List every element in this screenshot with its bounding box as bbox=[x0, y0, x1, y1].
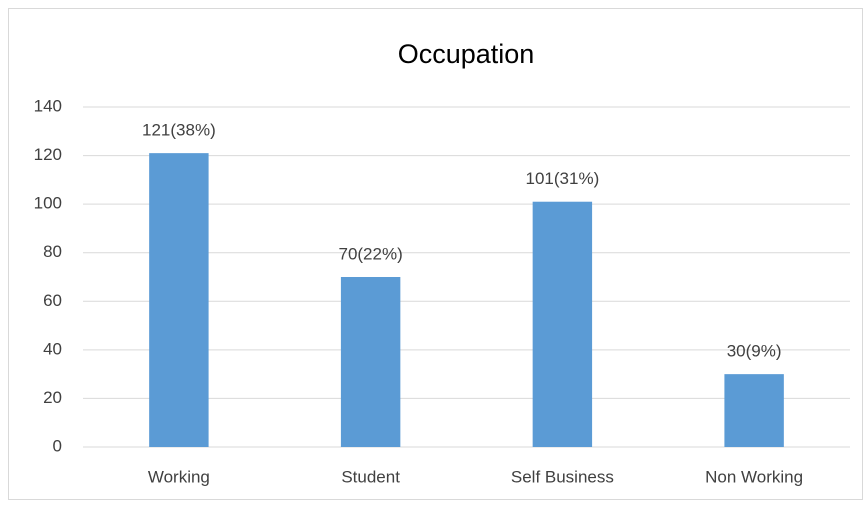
bar bbox=[149, 153, 209, 447]
y-tick-label: 40 bbox=[43, 339, 62, 358]
y-tick-label: 60 bbox=[43, 291, 62, 310]
data-label: 101(31%) bbox=[526, 169, 600, 188]
y-tick-label: 80 bbox=[43, 242, 62, 261]
y-tick-label: 20 bbox=[43, 388, 62, 407]
x-tick-label: Student bbox=[341, 467, 400, 486]
bar bbox=[724, 374, 784, 447]
y-tick-label: 140 bbox=[34, 96, 62, 115]
chart-title: Occupation bbox=[398, 39, 535, 69]
y-tick-label: 100 bbox=[34, 194, 62, 213]
data-label: 30(9%) bbox=[727, 342, 782, 361]
bar bbox=[340, 277, 401, 447]
y-tick-label: 120 bbox=[34, 145, 62, 164]
data-label: 121(38%) bbox=[142, 121, 216, 140]
x-tick-label: Non Working bbox=[705, 467, 803, 486]
bar bbox=[532, 201, 593, 447]
data-label: 70(22%) bbox=[338, 244, 402, 263]
y-tick-label: 0 bbox=[53, 436, 62, 455]
x-tick-label: Working bbox=[148, 467, 210, 486]
x-tick-label: Self Business bbox=[511, 467, 614, 486]
